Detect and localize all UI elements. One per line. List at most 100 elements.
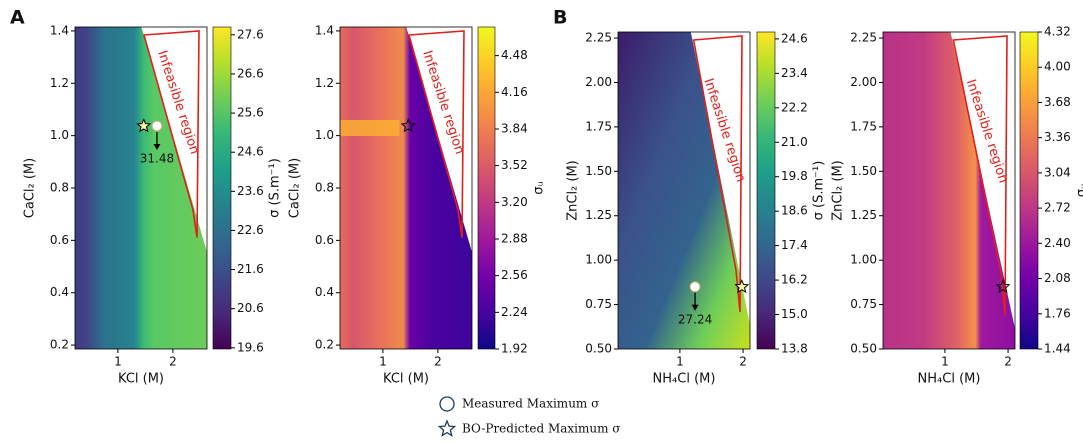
y-tick-label: 1.2 [315, 76, 334, 90]
colorbar-tick-label: 2.24 [501, 305, 528, 319]
colorbar-tick-label: 2.40 [1044, 236, 1071, 250]
colorbar [756, 31, 776, 350]
y-axis-label: ZnCl₂ (M) [566, 160, 581, 221]
infeasible-outline [692, 35, 743, 313]
panel-label: B [553, 7, 567, 29]
colorbar-tick-label: 19.8 [781, 169, 808, 183]
x-axis-label: NH₄Cl (M) [918, 372, 981, 387]
x-tick-label: 1 [379, 355, 387, 369]
colorbar-tick-label: 27.6 [237, 27, 264, 41]
x-tick-label: 1 [941, 355, 949, 369]
x-tick-label: 1 [676, 355, 684, 369]
colorbar-tick-label: 1.76 [1044, 306, 1071, 320]
x-tick-label: 1 [114, 355, 122, 369]
measured-point [689, 281, 701, 293]
colorbar-tick-label: 2.56 [501, 268, 528, 282]
y-tick-label: 0.50 [585, 342, 612, 356]
y-tick-label: 0.6 [50, 233, 69, 247]
y-tick-label: 2.25 [585, 31, 612, 45]
y-tick-label: 1.0 [315, 128, 334, 142]
y-tick-label: 0.2 [315, 338, 334, 352]
y-tick-label: 1.4 [315, 23, 334, 37]
colorbar [212, 26, 232, 350]
y-tick-label: 2.25 [850, 31, 877, 45]
colorbar-label: σ (S.m⁻¹) [812, 161, 827, 221]
colorbar-tick-label: 3.04 [1044, 165, 1071, 179]
y-tick-label: 1.4 [50, 23, 69, 37]
heatmap-band [340, 119, 400, 136]
y-tick-label: 0.6 [315, 233, 334, 247]
y-tick-label: 1.25 [585, 208, 612, 222]
colorbar-tick-label: 25.6 [237, 106, 264, 120]
y-tick-label: 1.75 [585, 119, 612, 133]
plot-frame [617, 31, 751, 350]
colorbar-tick-label: 21.0 [781, 135, 808, 149]
colorbar-tick-label: 24.6 [781, 31, 808, 45]
y-tick-label: 0.4 [50, 285, 69, 299]
colorbar-tick-label: 23.4 [781, 66, 808, 80]
colorbar-tick-label: 24.6 [237, 145, 264, 159]
colorbar-tick-label: 17.4 [781, 238, 808, 252]
x-axis-label: KCl (M) [118, 372, 164, 387]
y-tick-label: 1.00 [850, 253, 877, 267]
legend-label: BO-Predicted Maximum σ [462, 422, 620, 436]
y-tick-label: 1.50 [585, 164, 612, 178]
colorbar-tick-label: 2.88 [501, 231, 528, 245]
colorbar-tick-label: 23.6 [237, 184, 264, 198]
predicted-point [734, 278, 750, 294]
y-tick-label: 2.00 [585, 75, 612, 89]
measured-value: 31.48 [140, 151, 174, 165]
predicted-point [136, 118, 152, 133]
colorbar-tick-label: 21.6 [237, 262, 264, 276]
colorbar-tick-label: 3.20 [501, 195, 528, 209]
y-tick-label: 0.75 [850, 297, 877, 311]
colorbar-tick-label: 2.08 [1044, 271, 1071, 285]
y-axis-label: CaCl₂ (M) [23, 158, 38, 218]
colorbar-label: σᵤ [532, 181, 547, 195]
x-axis-label: NH₄Cl (M) [653, 372, 716, 387]
y-tick-label: 1.00 [585, 253, 612, 267]
colorbar-tick-label: 3.84 [501, 121, 528, 135]
y-tick-label: 0.75 [585, 297, 612, 311]
y-axis-label: CaCl₂ (M) [288, 158, 303, 218]
infeasible-area [690, 31, 751, 330]
colorbar-tick-label: 18.6 [781, 204, 808, 218]
y-tick-label: 1.2 [50, 76, 69, 90]
x-tick-label: 2 [739, 355, 747, 369]
measured-value: 27.24 [678, 312, 712, 326]
colorbar [1019, 31, 1039, 350]
y-tick-label: 0.2 [50, 338, 69, 352]
infeasible-outline [952, 35, 1008, 316]
x-axis-label: KCl (M) [383, 372, 429, 387]
legend-circle [439, 396, 455, 412]
colorbar-tick-label: 3.68 [1044, 95, 1071, 109]
colorbar-tick-label: 22.6 [237, 223, 264, 237]
predicted-point [400, 118, 416, 133]
x-tick-label: 2 [169, 355, 177, 369]
x-tick-label: 2 [434, 355, 442, 369]
colorbar-tick-label: 22.2 [781, 100, 808, 114]
colorbar-tick-label: 3.52 [501, 158, 528, 172]
y-tick-label: 0.4 [315, 285, 334, 299]
y-tick-label: 1.25 [850, 208, 877, 222]
predicted-point [995, 278, 1011, 294]
infeasible-outline [142, 30, 200, 238]
colorbar-label: σᵤ [1075, 184, 1083, 198]
colorbar-tick-label: 4.48 [501, 48, 528, 62]
y-tick-label: 0.8 [315, 181, 334, 195]
measured-point [151, 120, 163, 132]
colorbar-tick-label: 20.6 [237, 301, 264, 315]
infeasible-outline [407, 30, 465, 238]
colorbar-tick-label: 1.44 [1044, 342, 1071, 356]
y-tick-label: 1.75 [850, 119, 877, 133]
y-tick-label: 1.50 [850, 164, 877, 178]
colorbar-tick-label: 19.6 [237, 340, 264, 354]
panel-label: A [10, 7, 25, 29]
y-tick-label: 1.0 [50, 128, 69, 142]
legend-star [437, 419, 457, 437]
colorbar-tick-label: 13.8 [781, 342, 808, 356]
arrow-head [691, 304, 699, 311]
colorbar-tick-label: 4.32 [1044, 25, 1071, 39]
